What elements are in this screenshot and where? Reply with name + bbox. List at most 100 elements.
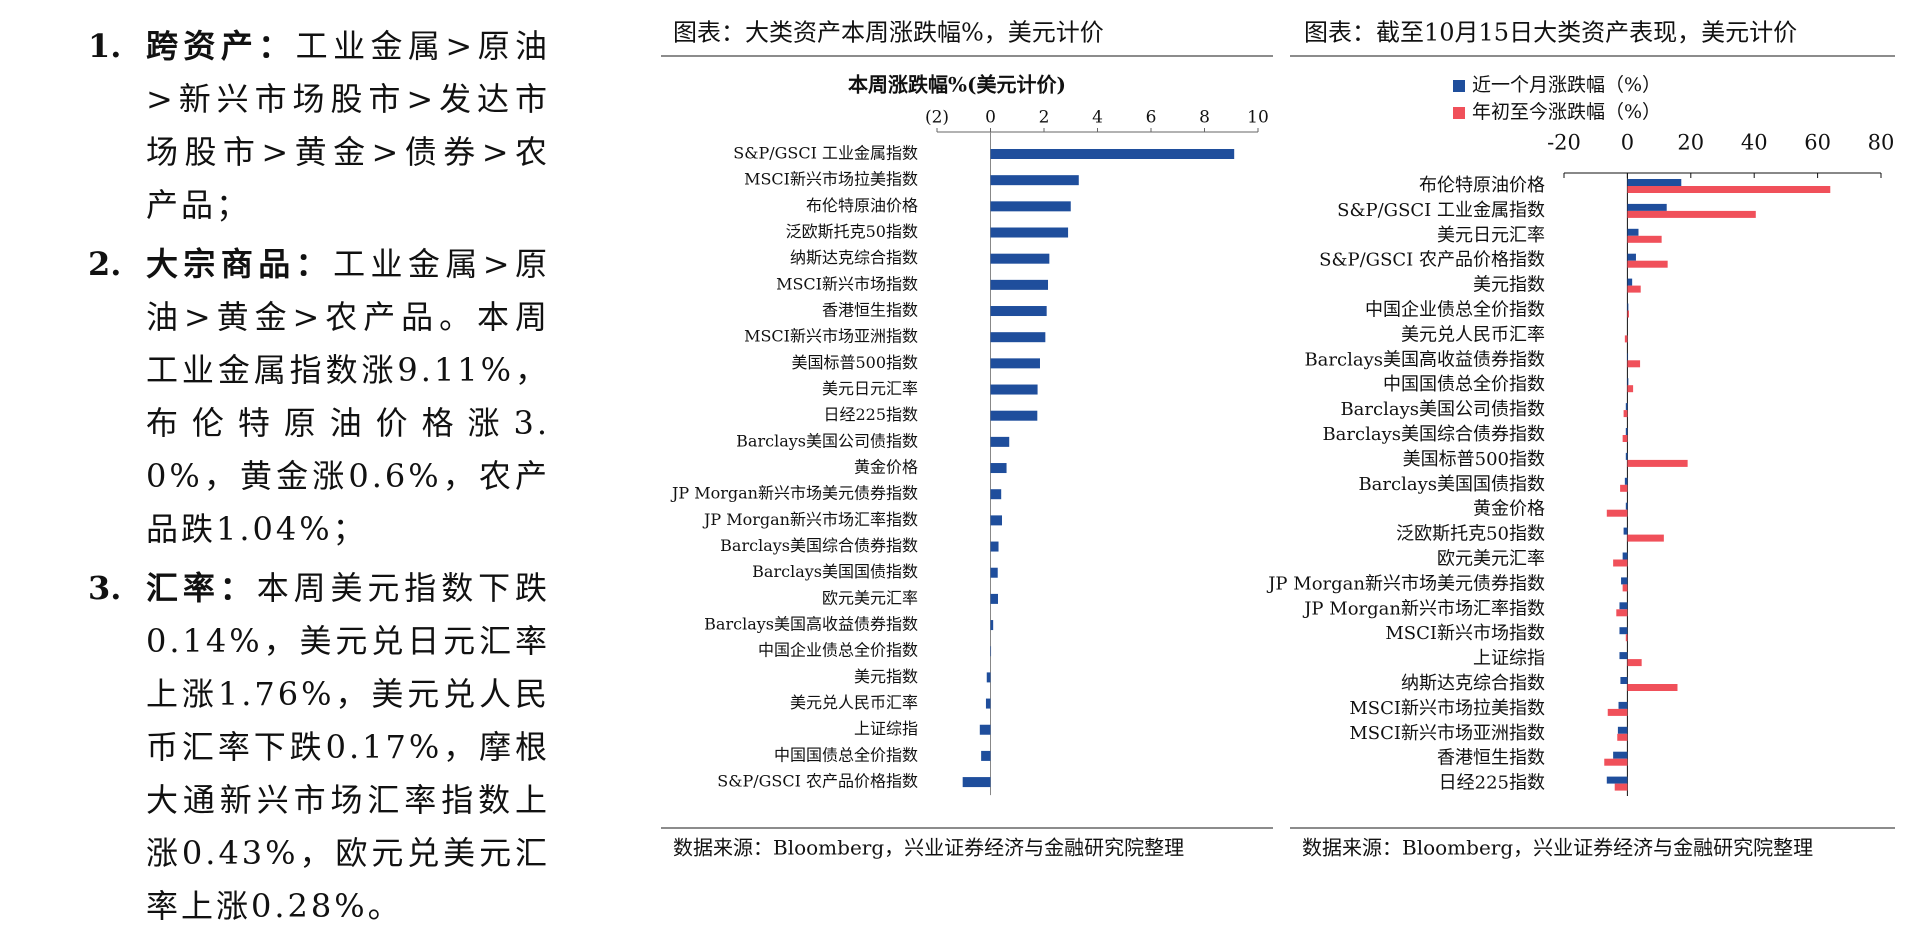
bullet-text: 工业金属>原油>黄金>农产品。本周工业金属指数涨9.11%，布伦特原油价格涨3.… [146,245,550,548]
y-tick-label: MSCI新兴市场拉美指数 [744,170,918,189]
page: 图表：大类资产本周涨跌幅%，美元计价 本周涨跌幅%(美元计价) (2) 0 2 4 6 8 10… [88,18,1895,925]
y-tick-label: Barclays美国公司债指数 [1340,399,1545,420]
bar [1613,559,1628,567]
bar [1627,659,1642,667]
bar [1627,253,1636,261]
bar [1627,684,1678,691]
bar [990,332,1046,343]
bar [1616,609,1628,617]
bullet-label: 大宗商品： [146,245,334,283]
x-tick-label: 20 [1677,131,1704,155]
y-tick-label: 美元日元汇率 [1437,225,1545,246]
y-tick-label: MSCI新兴市场拉美指数 [1349,698,1545,719]
bar [962,777,991,788]
y-tick-label: 日经225指数 [823,405,918,424]
bar [1627,186,1831,193]
x-tick-label: 2 [1039,108,1050,128]
bar [1620,677,1628,684]
bullet-text: 工业金属>原油>新兴市场股市>发达市场股市>黄金>债券>农产品； [146,27,550,224]
bar [1604,758,1628,766]
bar [979,724,991,735]
bar [990,384,1038,395]
y-tick-label: JP Morgan新兴市场汇率指数 [1302,598,1545,619]
y-tick-label: S&P/GSCI 农产品价格指数 [717,772,918,791]
bar [1622,552,1628,560]
bullet-number: 3. [88,569,122,607]
bar [990,567,998,578]
y-tick-label: Barclays美国国债指数 [752,562,918,581]
bar [1620,484,1628,492]
bar [990,646,992,657]
bar [1627,534,1664,542]
x-tick-label: 80 [1868,131,1895,155]
bar [990,515,1003,526]
y-tick-label: 布伦特原油价格 [1419,175,1545,196]
bar [1619,652,1628,660]
y-tick-label: Barclays美国公司债指数 [736,431,918,450]
bullet: 3. 汇率：本周美元指数下跌0.14%，美元兑日元汇率上涨1.76%，美元兑人民币… [88,562,558,933]
bar [1627,353,1629,361]
bullet-number: 1. [88,27,122,65]
bar [1627,179,1682,186]
y-tick-label: MSCI新兴市场亚洲指数 [744,327,918,346]
y-tick-label: 日经225指数 [1439,773,1545,794]
bar [1623,410,1628,418]
bar [990,410,1038,421]
bar [990,358,1040,369]
bar [1627,228,1639,236]
bullet-text: 本周美元指数下跌0.14%，美元兑日元汇率上涨1.76%，美元兑人民币汇率下跌0… [146,569,550,925]
x-tick-label: 8 [1199,108,1210,128]
bar [1627,210,1756,218]
bar [1607,708,1628,716]
y-tick-label: Barclays美国高收益债券指数 [704,615,918,634]
y-tick-label: 美元指数 [854,667,918,686]
bar [1614,783,1628,791]
bar [1627,310,1629,318]
bar [1627,235,1662,243]
y-tick-label: JP Morgan新兴市场美元债券指数 [670,484,918,503]
y-tick-label: 欧元美元汇率 [1437,549,1545,570]
y-tick-label: 中国国债总全价指数 [1383,374,1545,395]
bar [1627,378,1629,386]
bar [1625,403,1628,411]
y-tick-label: 香港恒生指数 [1437,748,1545,769]
bar [1619,602,1628,610]
y-tick-label: 美元指数 [1473,275,1545,296]
bar [1627,260,1668,268]
bar [990,593,998,604]
legend-label: 年初至今涨跌幅（%） [1472,101,1661,123]
bar [1606,509,1628,517]
legend-swatch [1453,80,1465,92]
bar [1617,726,1628,734]
y-tick-label: 黄金价格 [1473,499,1545,520]
y-tick-label: 中国国债总全价指数 [774,745,918,764]
x-tick-label: 6 [1146,108,1157,128]
bullet: 1. 跨资产：工业金属>原油>新兴市场股市>发达市场股市>黄金>债券>农产品； [88,20,558,232]
bar [1625,452,1628,460]
bar [1622,584,1628,592]
chart-source: 数据来源：Bloomberg，兴业证券经济与金融研究院整理 [673,836,1184,860]
bar [1627,360,1641,368]
x-tick-label: -20 [1547,131,1581,155]
y-tick-label: MSCI新兴市场亚洲指数 [1349,723,1545,744]
bar [990,463,1007,474]
bar [1621,577,1628,585]
y-tick-label: MSCI新兴市场指数 [1385,623,1545,644]
bar [990,201,1071,212]
bar [986,672,991,683]
bar [1625,428,1628,435]
bar [1622,435,1628,442]
y-tick-label: 纳斯达克综合指数 [1401,673,1545,694]
chart-title: 图表：大类资产本周涨跌幅%，美元计价 [673,19,1104,47]
x-tick-label: (2) [925,108,949,128]
y-tick-label: Barclays美国综合债券指数 [720,536,918,555]
y-tick-label: S&P/GSCI 农产品价格指数 [1319,250,1545,271]
bullet-label: 跨资产： [146,27,296,65]
x-tick-label: 0 [1621,131,1634,155]
bar [990,436,1010,447]
bullet-number: 2. [88,245,122,283]
bar [1619,627,1628,635]
bullet-body: 大宗商品：工业金属>原油>黄金>农产品。本周工业金属指数涨9.11%，布伦特原油… [146,238,550,556]
y-tick-label: S&P/GSCI 工业金属指数 [733,144,918,163]
legend-swatch [1453,107,1465,119]
